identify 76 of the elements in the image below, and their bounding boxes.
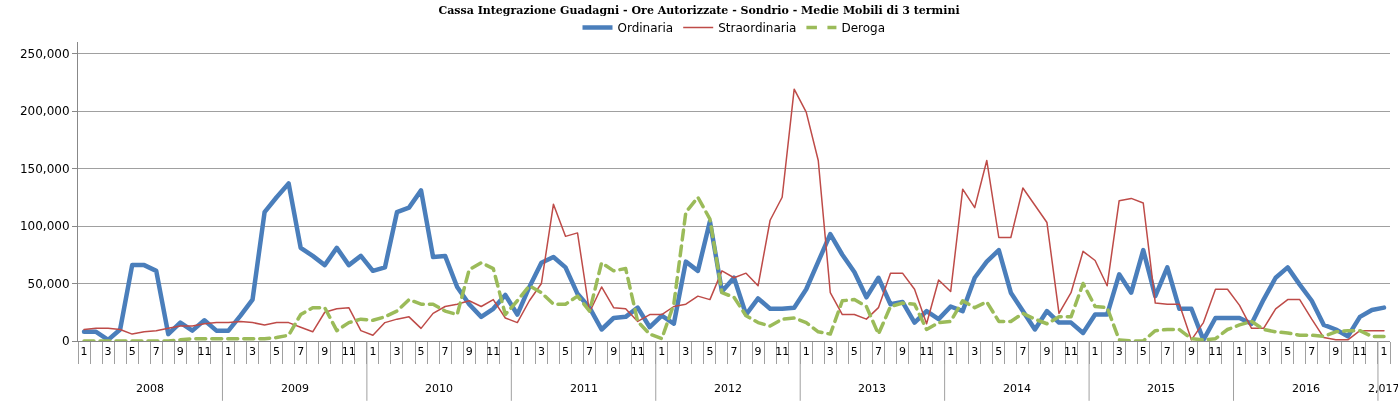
legend-label: Ordinaria bbox=[617, 21, 674, 36]
x-tick-label: 7 bbox=[730, 345, 738, 359]
x-tick-label: 11 bbox=[1208, 345, 1223, 359]
text: 2013 bbox=[858, 382, 886, 395]
x-tick-label: 9 bbox=[1187, 345, 1195, 359]
x-tick-label: 7 bbox=[441, 345, 449, 359]
x-tick-label: 5 bbox=[561, 345, 569, 359]
text: 2009 bbox=[281, 382, 309, 395]
x-tick-label: 3 bbox=[104, 345, 112, 359]
x-tick-label: 11 bbox=[1352, 345, 1367, 359]
text: 2008 bbox=[136, 382, 164, 395]
x-tick-label: 1 bbox=[80, 345, 88, 359]
x-tick-label: 11 bbox=[486, 345, 501, 359]
x-tick-label: 7 bbox=[297, 345, 305, 359]
x-tick-label: 7 bbox=[1163, 345, 1171, 359]
y-tick-label: 0 bbox=[61, 334, 70, 349]
x-tick-label: 11 bbox=[1064, 345, 1079, 359]
x-tick-label: 9 bbox=[1332, 345, 1340, 359]
y-tick-label: 150,000 bbox=[19, 161, 70, 176]
x-tick-label: 11 bbox=[630, 345, 645, 359]
text: 2,017 bbox=[1368, 382, 1398, 395]
x-tick-label: 7 bbox=[586, 345, 594, 359]
x-tick-label: 11 bbox=[197, 345, 212, 359]
text: 2014 bbox=[1003, 382, 1031, 395]
x-tick-label: 1 bbox=[369, 345, 377, 359]
chart-title: Cassa Integrazione Guadagni - Ore Autorizzate - Sondrio - Medie Mobili di 3 termini bbox=[438, 3, 960, 17]
x-tick-label: 11 bbox=[919, 345, 934, 359]
x-tick-label: 3 bbox=[1115, 345, 1123, 359]
y-tick-label: 50,000 bbox=[27, 276, 70, 291]
text: 2010 bbox=[425, 382, 453, 395]
x-tick-label: 3 bbox=[682, 345, 690, 359]
x-tick-label: 9 bbox=[1043, 345, 1051, 359]
x-tick-label: 5 bbox=[706, 345, 714, 359]
x-tick-label: 1 bbox=[1380, 345, 1388, 359]
x-tick-label: 9 bbox=[899, 345, 907, 359]
x-tick-label: 7 bbox=[1019, 345, 1027, 359]
x-tick-label: 1 bbox=[224, 345, 232, 359]
x-tick-label: 9 bbox=[176, 345, 184, 359]
x-tick-label: 1 bbox=[1091, 345, 1099, 359]
x-tick-label: 3 bbox=[537, 345, 545, 359]
x-tick-label: 5 bbox=[273, 345, 281, 359]
text: 2012 bbox=[714, 382, 742, 395]
x-tick-label: 3 bbox=[826, 345, 834, 359]
x-tick-label: 3 bbox=[1260, 345, 1268, 359]
x-tick-label: 1 bbox=[513, 345, 521, 359]
x-tick-label: 1 bbox=[1236, 345, 1244, 359]
x-tick-label: 7 bbox=[152, 345, 160, 359]
y-tick-label: 100,000 bbox=[19, 219, 70, 234]
x-tick-label: 9 bbox=[754, 345, 762, 359]
x-tick-label: 1 bbox=[947, 345, 955, 359]
x-tick-label: 7 bbox=[874, 345, 882, 359]
legend-label: Straordinaria bbox=[718, 21, 797, 36]
x-tick-label: 5 bbox=[1284, 345, 1292, 359]
text: 2016 bbox=[1292, 382, 1320, 395]
line-series bbox=[83, 88, 1385, 341]
x-tick-label: 3 bbox=[249, 345, 257, 359]
x-tick-label: 5 bbox=[1139, 345, 1147, 359]
x-tick-label: 7 bbox=[1308, 345, 1316, 359]
x-tick-label: 3 bbox=[393, 345, 401, 359]
x-tick-label: 9 bbox=[610, 345, 618, 359]
x-tick-label: 5 bbox=[417, 345, 425, 359]
x-tick-label: 11 bbox=[775, 345, 790, 359]
text: 2011 bbox=[570, 382, 598, 395]
x-tick-label: 3 bbox=[971, 345, 979, 359]
x-tick-label: 9 bbox=[465, 345, 473, 359]
x-tick-label: 5 bbox=[995, 345, 1003, 359]
y-tick-label: 200,000 bbox=[19, 104, 70, 119]
x-tick-label: 1 bbox=[802, 345, 810, 359]
x-tick-label: 9 bbox=[321, 345, 329, 359]
x-tick-label: 1 bbox=[658, 345, 666, 359]
text: 2015 bbox=[1147, 382, 1175, 395]
x-tick-label: 5 bbox=[128, 345, 136, 359]
x-tick-label: 5 bbox=[850, 345, 858, 359]
legend-label: Deroga bbox=[841, 21, 886, 36]
x-tick-label: 11 bbox=[341, 345, 356, 359]
y-tick-label: 250,000 bbox=[19, 46, 70, 61]
